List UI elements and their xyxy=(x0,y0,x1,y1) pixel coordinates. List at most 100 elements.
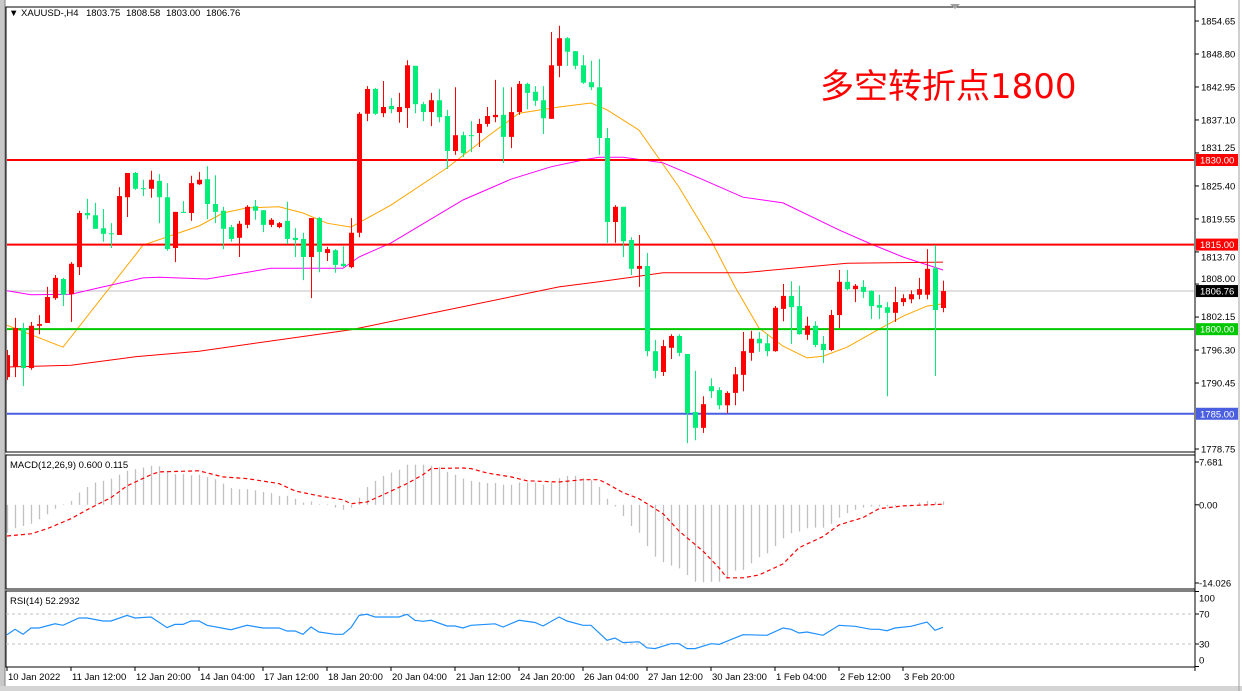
rsi-panel[interactable] xyxy=(5,590,1196,668)
candle xyxy=(309,218,314,299)
candle xyxy=(381,81,386,118)
time-tick-label: 3 Feb 20:00 xyxy=(904,672,955,683)
candle-body xyxy=(173,211,178,248)
symbol-timeframe: XAUUSD-,H4 xyxy=(21,8,79,19)
candle xyxy=(773,306,778,352)
candle xyxy=(605,127,610,243)
candle xyxy=(133,171,138,190)
candle xyxy=(109,223,114,248)
price-tick-label: 1854.65 xyxy=(1201,17,1235,28)
candle-body xyxy=(757,338,762,344)
bottom-tab-bar[interactable] xyxy=(0,686,1242,691)
candle-body xyxy=(109,233,114,235)
price-tick-label: 1837.10 xyxy=(1201,115,1235,126)
candle-body xyxy=(893,302,898,313)
candle xyxy=(621,206,626,257)
candle xyxy=(37,315,42,335)
candle-body xyxy=(789,295,794,308)
candle-body xyxy=(773,307,778,352)
candle xyxy=(853,284,858,303)
candle xyxy=(205,166,210,220)
candle-body xyxy=(709,386,714,392)
candle xyxy=(349,218,354,269)
chart-header: ▼ XAUUSD-,H4 1803.75 1808.58 1803.00 180… xyxy=(9,8,240,19)
candle-body xyxy=(477,123,482,133)
candle xyxy=(77,210,82,276)
price-tick-label: 1796.30 xyxy=(1201,346,1235,357)
rsi-line xyxy=(6,613,944,650)
moving-average-line-1 xyxy=(7,156,944,296)
candle-body xyxy=(853,285,858,290)
candle-body xyxy=(7,355,10,378)
candle-body xyxy=(141,188,146,190)
candle-body xyxy=(301,238,306,257)
candle-body xyxy=(125,172,130,198)
candle xyxy=(85,198,90,220)
candle xyxy=(829,309,834,352)
candle xyxy=(213,175,218,224)
candle xyxy=(589,60,594,91)
candle xyxy=(21,322,26,387)
candle xyxy=(293,228,298,257)
main-price-panel[interactable] xyxy=(5,6,1196,453)
candle-body xyxy=(621,206,626,242)
candle xyxy=(661,339,666,376)
candle-body xyxy=(749,338,754,353)
candle xyxy=(229,224,234,242)
candle-body xyxy=(53,277,58,299)
candle xyxy=(549,31,554,119)
macd-panel[interactable] xyxy=(5,454,1196,590)
candle xyxy=(789,281,794,344)
candle-body xyxy=(405,65,410,109)
candle xyxy=(333,249,338,273)
candle xyxy=(485,106,490,127)
candle-body xyxy=(453,135,458,151)
chart-shift-marker-icon[interactable] xyxy=(950,4,960,9)
candle xyxy=(469,121,474,153)
candle xyxy=(373,87,378,115)
candle xyxy=(637,235,642,287)
candle xyxy=(357,112,362,238)
candle xyxy=(493,79,498,123)
candle xyxy=(541,86,546,135)
symbol-menu-arrow-icon[interactable]: ▼ xyxy=(9,8,18,19)
level-price-label-bg xyxy=(1196,154,1238,167)
candle-body xyxy=(685,353,690,414)
level-price-label: 1815.00 xyxy=(1200,240,1234,251)
candle-body xyxy=(261,210,266,225)
level-price-label-bg xyxy=(1196,238,1238,251)
candle-body xyxy=(845,281,850,290)
candle-body xyxy=(765,343,770,352)
time-tick-label: 18 Jan 20:00 xyxy=(328,672,383,683)
candle-body xyxy=(365,88,370,114)
candle-body xyxy=(117,196,122,236)
candle xyxy=(525,82,530,110)
candle-body xyxy=(357,113,362,233)
candle-body xyxy=(741,351,746,375)
candle xyxy=(693,370,698,441)
candle-body xyxy=(237,223,242,238)
candle xyxy=(397,92,402,123)
candle xyxy=(653,339,658,379)
candle xyxy=(453,87,458,155)
candle-body xyxy=(77,213,82,268)
rsi-chart-area xyxy=(6,613,1195,650)
candle xyxy=(277,222,282,229)
candle-body xyxy=(541,100,546,119)
candle xyxy=(245,205,250,229)
price-tick-label: 1831.25 xyxy=(1201,143,1235,154)
candle-body xyxy=(805,325,810,335)
candle xyxy=(365,86,370,122)
candle-body xyxy=(437,100,442,118)
candle xyxy=(45,286,50,323)
candle xyxy=(797,285,802,335)
candle-body xyxy=(13,328,18,367)
candle xyxy=(845,269,850,291)
candle xyxy=(877,294,882,320)
candle xyxy=(709,378,714,398)
rsi-label: RSI(14) 52.2932 xyxy=(10,596,80,607)
candle-body xyxy=(157,180,162,198)
candle xyxy=(765,334,770,357)
candle xyxy=(341,246,346,268)
